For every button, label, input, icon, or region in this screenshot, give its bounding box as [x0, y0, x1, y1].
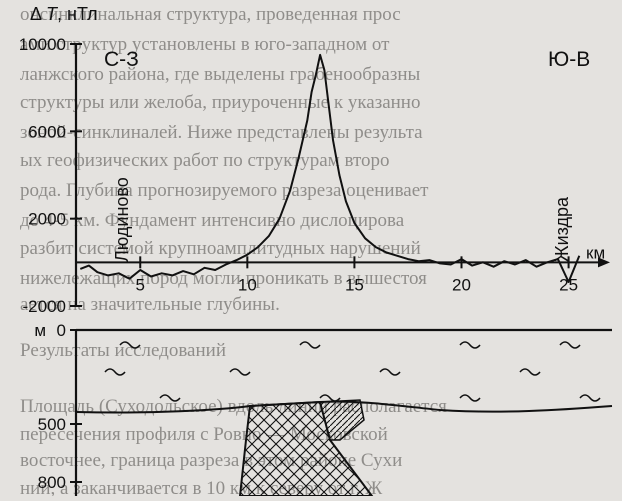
basement-boundary — [75, 400, 613, 414]
section-depth-label: 0 — [57, 321, 66, 340]
intrusion-wedge — [319, 399, 365, 441]
x-tick-label: 15 — [345, 275, 364, 294]
x-tick-label: 10 — [238, 275, 257, 294]
series-line — [79, 53, 581, 283]
sediment-wave-mark — [119, 341, 141, 349]
x-tick-label: 5 — [136, 275, 145, 294]
y-axis-label-symbol: Δ — [30, 4, 46, 24]
section-depth-unit: м — [34, 321, 46, 340]
y-axis-label-unit: , нТл — [57, 4, 98, 24]
y-axis-label-var: T — [46, 4, 59, 24]
magnetic-anomaly-chart: -2000 2000 6000 10000 5 10 15 20 25 Δ T, нТл км С-З… — [19, 4, 610, 316]
background-text-line: Площадь (Суходольское) вдоль линии распо… — [20, 396, 447, 417]
sediment-wave-mark — [299, 341, 321, 349]
sediment-wave-mark — [104, 368, 126, 376]
background-text-line: до 4-5 км. Фундамент интенсивно дислоцир… — [20, 210, 405, 231]
sediment-wave-mark — [459, 341, 481, 349]
background-text-line: ами структур установлены в юго-западном … — [20, 34, 390, 55]
x-tick-label: 20 — [452, 275, 471, 294]
place-label-right: Жиздра — [552, 196, 572, 262]
x-axis-arrow — [598, 257, 610, 268]
background-text-line: нижележащих пород могли проникать в выше… — [20, 268, 427, 289]
y-tick-label: 2000 — [28, 210, 66, 229]
corner-label-left: С-З — [104, 48, 139, 71]
background-text-layer: онсинклинальная структура, проведенная п… — [20, 4, 447, 499]
sediment-wave-mark — [159, 394, 181, 402]
background-text-line: ается на значительные глубины. — [20, 294, 280, 315]
y-tick-label: 10000 — [19, 35, 66, 54]
x-axis-label: км — [586, 243, 605, 262]
background-text-line: структуры или желоба, приуроченные к ука… — [20, 92, 420, 113]
sediment-wave-mark — [519, 368, 541, 376]
y-tick-label: -2000 — [23, 297, 66, 316]
background-text-line: Результаты исследований — [20, 340, 226, 361]
y-axis-label: Δ T, нТл — [30, 4, 98, 24]
sediment-wave-mark — [579, 394, 601, 402]
sediment-wave-mark — [229, 368, 251, 376]
y-tick-label: 6000 — [28, 122, 66, 141]
background-text-line: зоной-синклиналей. Ниже представлены рез… — [20, 122, 423, 143]
sediment-wave-mark — [559, 341, 581, 349]
sediment-wave-mark — [379, 368, 401, 376]
x-tick-label: 25 — [559, 275, 578, 294]
corner-label-right: Ю-В — [548, 48, 590, 71]
background-text-line: онсинклинальная структура, проведенная п… — [20, 4, 401, 25]
background-text-line: рода. Глубина прогнозируемого разреза оц… — [20, 180, 429, 201]
place-label-left: Людиново — [112, 177, 132, 262]
background-text-line: ланжского района, где выделены грабенооб… — [20, 64, 420, 85]
section-depth-label: 500 — [38, 415, 66, 434]
sediment-wave-mark — [459, 394, 481, 402]
background-text-line: разбит системой крупноамплитудных наруше… — [20, 238, 421, 259]
section-depth-label: 800 — [38, 473, 66, 492]
